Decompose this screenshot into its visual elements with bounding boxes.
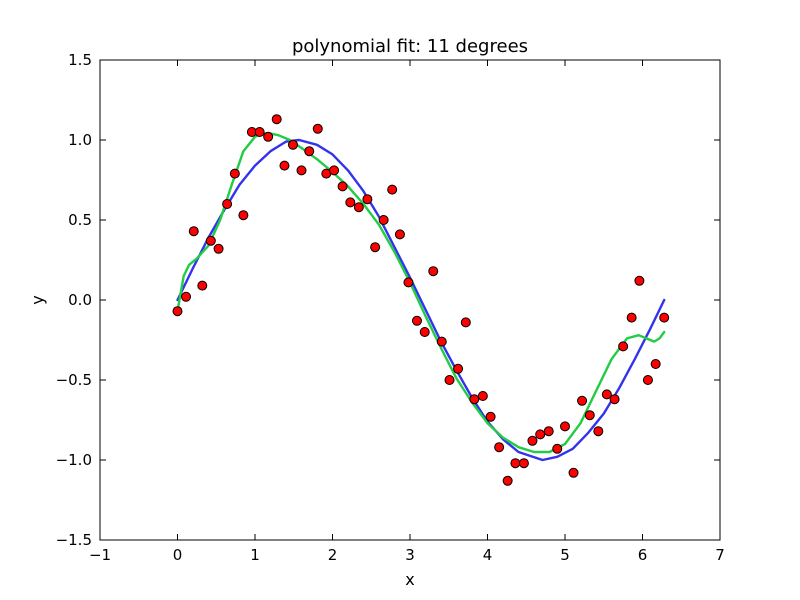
data-point xyxy=(271,114,282,125)
data-point xyxy=(510,458,521,469)
data-point xyxy=(518,458,529,469)
data-point xyxy=(618,341,629,352)
data-point xyxy=(222,199,233,209)
data-point xyxy=(460,317,471,328)
data-point xyxy=(287,139,298,150)
data-point xyxy=(584,410,595,421)
x-tick-label: 7 xyxy=(715,546,725,564)
data-point xyxy=(279,160,290,171)
data-point xyxy=(229,168,240,179)
y-tick-label: 0.0 xyxy=(68,291,92,309)
chart-title: polynomial fit: 11 degrees xyxy=(292,36,528,57)
x-tick-label: −1 xyxy=(89,546,111,564)
chart-marks xyxy=(172,114,670,486)
data-point xyxy=(453,363,464,374)
data-point xyxy=(642,375,653,385)
data-point xyxy=(469,394,480,405)
axis-ticks: −1 0 1 2 3 4 5 6 7 −1.5 −1.0 −0.5 0.0 0.5 1.0 1.5 xyxy=(56,51,725,564)
data-point xyxy=(362,194,373,205)
x-tick-label: 0 xyxy=(173,546,183,564)
data-point xyxy=(543,426,554,437)
data-point xyxy=(527,435,538,446)
series-line-2 xyxy=(176,132,666,454)
data-point xyxy=(444,375,455,385)
data-point xyxy=(353,202,364,213)
data-point xyxy=(477,391,488,401)
data-point xyxy=(263,131,274,142)
data-point xyxy=(601,389,612,400)
data-point xyxy=(197,280,208,291)
y-tick-label: 1.5 xyxy=(68,51,92,69)
x-tick-label: 5 xyxy=(560,546,570,564)
data-point xyxy=(394,229,405,240)
data-point xyxy=(329,165,340,176)
data-point xyxy=(577,395,588,406)
data-point xyxy=(436,336,447,347)
data-point xyxy=(428,266,439,277)
data-point xyxy=(502,475,513,486)
data-point xyxy=(345,197,356,208)
data-point xyxy=(411,315,422,326)
x-axis-label: x xyxy=(405,570,414,589)
data-point xyxy=(494,442,505,453)
y-axis-label: y xyxy=(28,295,47,304)
data-point xyxy=(535,429,546,440)
data-point xyxy=(370,242,381,253)
data-point xyxy=(312,123,323,134)
y-tick-label: −1.5 xyxy=(56,531,92,549)
data-point xyxy=(650,359,661,369)
data-point xyxy=(568,467,579,478)
data-point xyxy=(296,165,307,176)
y-tick-label: −1.0 xyxy=(56,451,92,469)
data-point xyxy=(634,275,645,286)
y-tick-label: 0.5 xyxy=(68,211,92,229)
y-tick-label: 1.0 xyxy=(68,131,92,149)
data-point xyxy=(205,235,216,246)
data-point xyxy=(172,306,183,317)
x-tick-label: 4 xyxy=(483,546,493,564)
data-point xyxy=(552,443,563,454)
data-point xyxy=(560,421,570,432)
data-point xyxy=(304,146,315,157)
x-tick-label: 2 xyxy=(328,546,338,564)
data-point xyxy=(403,277,414,288)
data-point xyxy=(659,312,670,323)
data-point xyxy=(419,327,430,337)
data-point xyxy=(213,243,224,254)
data-point xyxy=(387,184,398,195)
data-point xyxy=(378,215,389,225)
data-point xyxy=(254,127,265,137)
x-tick-label: 1 xyxy=(250,546,260,564)
x-tick-label: 3 xyxy=(405,546,415,564)
plot-area xyxy=(100,60,720,540)
y-tick-label: −0.5 xyxy=(56,371,92,389)
data-point xyxy=(188,226,199,237)
x-tick-label: 6 xyxy=(638,546,648,564)
data-point xyxy=(593,426,604,437)
data-point xyxy=(609,394,620,405)
data-point xyxy=(337,181,348,192)
data-point xyxy=(485,411,496,422)
series-line-1 xyxy=(176,138,666,462)
data-point xyxy=(626,312,637,323)
data-point xyxy=(238,210,249,221)
data-point xyxy=(181,291,192,302)
